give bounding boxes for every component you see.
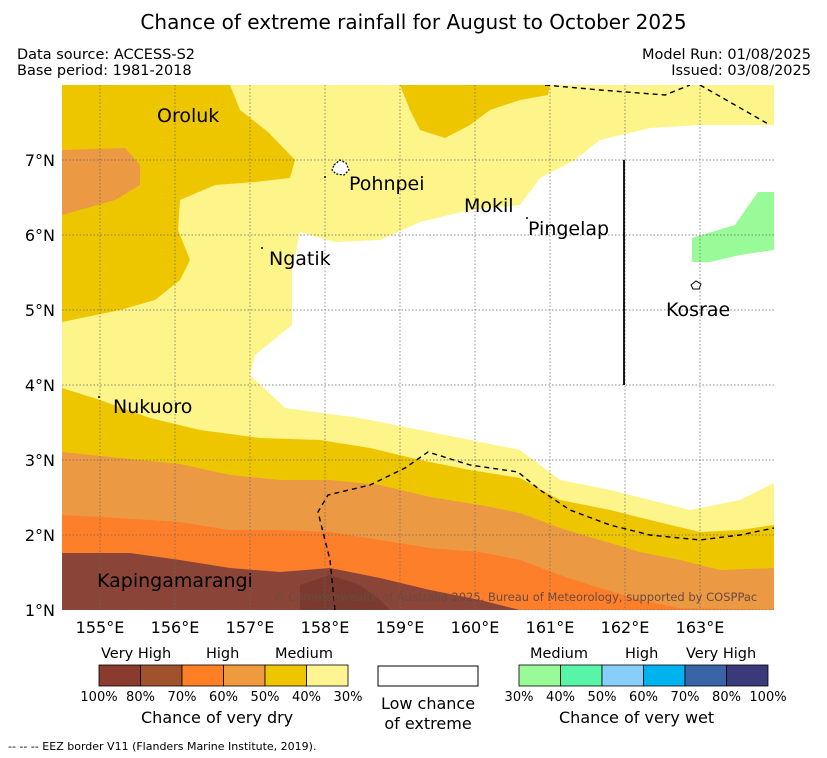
wet-legend-bar bbox=[518, 664, 769, 687]
nukuoro-dot bbox=[98, 396, 100, 398]
lon-tick-label: 162°E bbox=[601, 618, 650, 637]
place-label-pohnpei: Pohnpei bbox=[349, 173, 425, 195]
lon-tick-label: 161°E bbox=[526, 618, 575, 637]
latitude-ticks: 7°N 6°N 5°N 4°N 3°N 2°N 1°N bbox=[25, 151, 55, 620]
wet-level-high: High bbox=[625, 646, 659, 662]
legend-color-box bbox=[306, 664, 349, 687]
legend-percent-label: 80% bbox=[712, 690, 741, 705]
dry-50-top bbox=[400, 85, 550, 138]
legend-color-box bbox=[560, 664, 603, 687]
model-run: Model Run: 01/08/2025 bbox=[641, 47, 811, 63]
lat-tick-label: 6°N bbox=[25, 226, 55, 245]
eez-border-south bbox=[317, 451, 774, 610]
legend-color-box bbox=[601, 664, 644, 687]
legend-color-box bbox=[684, 664, 727, 687]
lon-tick-label: 155°E bbox=[76, 618, 125, 637]
legend-color-box bbox=[518, 664, 561, 687]
copyright-text: © Commonwealth of Australia 2025, Bureau… bbox=[273, 590, 757, 604]
wet-level-very-high: Very High bbox=[686, 646, 757, 662]
ant-atoll-dot bbox=[324, 176, 326, 178]
wet-30-area bbox=[692, 192, 774, 262]
base-period: Base period: 1981-2018 bbox=[17, 63, 192, 79]
legend-percent-label: 40% bbox=[292, 690, 321, 705]
dry-50-area-north bbox=[62, 85, 295, 322]
legend-color-box bbox=[264, 664, 307, 687]
ngatik-dot bbox=[261, 247, 263, 249]
lon-tick-label: 157°E bbox=[226, 618, 275, 637]
place-label-pingelap: Pingelap bbox=[528, 218, 609, 240]
legend-percent-label: 80% bbox=[126, 690, 155, 705]
legend-percent-label: 60% bbox=[209, 690, 238, 705]
legend-color-box bbox=[726, 664, 769, 687]
wet-legend-title: Chance of very wet bbox=[559, 708, 715, 727]
legend-percent-label: 60% bbox=[629, 690, 658, 705]
lat-tick-label: 2°N bbox=[25, 526, 55, 545]
data-source: Data source: ACCESS-S2 bbox=[17, 47, 196, 63]
eez-border-north bbox=[544, 85, 691, 96]
dry-level-high: High bbox=[206, 646, 240, 662]
footnote: -- -- -- EEZ border V11 (Flanders Marine… bbox=[8, 740, 317, 753]
dry-100-core bbox=[300, 575, 390, 610]
low-chance-line2: of extreme bbox=[384, 714, 472, 733]
legend-percent-label: 100% bbox=[80, 690, 118, 705]
dry-level-medium: Medium bbox=[275, 646, 333, 662]
dry-level-very-high: Very High bbox=[101, 646, 172, 662]
place-label-ngatik: Ngatik bbox=[269, 248, 331, 270]
place-label-kosrae: Kosrae bbox=[666, 299, 730, 321]
legend-percent-label: 70% bbox=[670, 690, 700, 705]
low-chance-line1: Low chance bbox=[380, 694, 476, 713]
legend-percent-label: 40% bbox=[546, 690, 575, 705]
lat-tick-label: 4°N bbox=[25, 376, 55, 395]
dry-legend-bar bbox=[98, 664, 349, 687]
dry-60-blob bbox=[62, 148, 140, 215]
legend-color-box bbox=[181, 664, 224, 687]
place-label-nukuoro: Nukuoro bbox=[113, 396, 192, 418]
place-label-kapingamarangi: Kapingamarangi bbox=[97, 570, 253, 592]
pingelap-dot bbox=[526, 217, 528, 219]
lon-tick-label: 163°E bbox=[676, 618, 725, 637]
legend-color-box bbox=[643, 664, 686, 687]
lon-tick-label: 160°E bbox=[451, 618, 500, 637]
lon-tick-label: 158°E bbox=[301, 618, 350, 637]
longitude-ticks: 155°E 156°E 157°E 158°E 159°E 160°E 161°E 162°E… bbox=[76, 618, 725, 637]
lon-tick-label: 156°E bbox=[151, 618, 200, 637]
legend-percent-label: 50% bbox=[587, 690, 617, 705]
pohnpei-island bbox=[331, 159, 350, 176]
issued-date: Issued: 03/08/2025 bbox=[671, 63, 811, 79]
lat-tick-label: 1°N bbox=[25, 601, 55, 620]
legend-color-box bbox=[140, 664, 183, 687]
eez-border-northeast bbox=[699, 85, 771, 126]
legend-percent-label: 50% bbox=[250, 690, 280, 705]
wet-level-medium: Medium bbox=[530, 646, 588, 662]
map-grid bbox=[62, 85, 774, 610]
kosrae-island bbox=[690, 280, 702, 290]
dry-80-band bbox=[62, 553, 520, 610]
low-chance-legend-box bbox=[377, 665, 479, 687]
place-label-oroluk: Oroluk bbox=[157, 105, 219, 127]
lat-tick-label: 3°N bbox=[25, 451, 55, 470]
legend-percent-label: 70% bbox=[167, 690, 197, 705]
lon-tick-label: 159°E bbox=[376, 618, 425, 637]
legend-color-box bbox=[223, 664, 266, 687]
legend-color-box bbox=[98, 664, 141, 687]
map-layers bbox=[62, 85, 774, 610]
lat-tick-label: 7°N bbox=[25, 151, 55, 170]
dry-legend-title: Chance of very dry bbox=[141, 708, 294, 727]
place-label-mokil: Mokil bbox=[464, 195, 514, 217]
lat-tick-label: 5°N bbox=[25, 301, 55, 320]
legend-percent-label: 100% bbox=[749, 690, 787, 705]
legend-percent-label: 30% bbox=[333, 690, 363, 705]
chart-title: Chance of extreme rainfall for August to… bbox=[140, 10, 687, 34]
legend-percent-label: 30% bbox=[504, 690, 534, 705]
